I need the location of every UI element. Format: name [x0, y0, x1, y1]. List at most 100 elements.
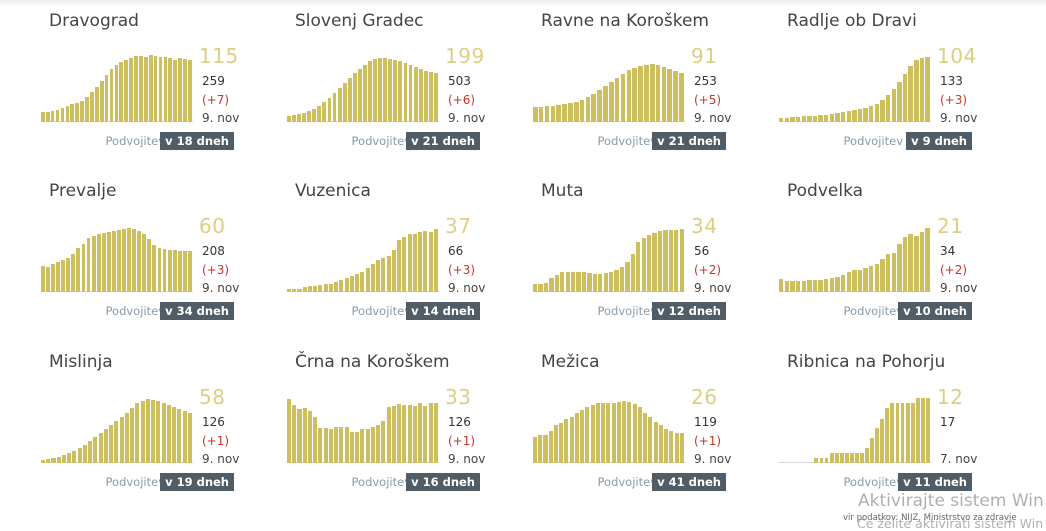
sparkline-bar	[597, 90, 602, 122]
sparkline-bar	[835, 277, 840, 292]
sparkline-bar	[801, 281, 806, 292]
sparkline-bar	[182, 411, 187, 463]
sparkline-bar	[818, 115, 823, 122]
sparkline-bar	[779, 279, 784, 292]
sparkline-bar	[885, 254, 891, 292]
sparkline-bar	[595, 403, 600, 463]
sparkline-bar	[332, 93, 337, 122]
doubling-label: Podvojitev	[843, 475, 903, 489]
sparkline-bar	[857, 270, 863, 292]
sparkline-bar	[619, 267, 625, 292]
sparkline-bar	[46, 459, 51, 463]
municipality-card: Dravograd 115 259 (+7) 9. nov Podvojitev v 18 …	[0, 0, 246, 170]
sparkline-bar	[824, 115, 829, 122]
sparkline-bar	[365, 429, 370, 463]
sparkline-bar	[339, 280, 344, 292]
municipality-card: Črna na Koroškem 33 126 (+1) 9. nov Podvojite…	[246, 341, 492, 511]
sparkline-bar	[339, 427, 344, 463]
sparkline-bar	[824, 279, 829, 292]
total-cases-count: 259	[202, 74, 225, 88]
sparkline-bar	[543, 283, 549, 292]
sparkline-bar	[855, 453, 859, 463]
sparkline-bar	[383, 58, 388, 122]
municipality-card: Radlje ob Dravi 104 133 (+3) 9. nov Podvojite…	[738, 0, 984, 170]
sparkline-bar	[187, 251, 192, 292]
doubling-label: Podvojitev	[105, 475, 165, 489]
sparkline-bar	[807, 116, 812, 122]
daily-change: (+3)	[940, 93, 968, 107]
sparkline-bar	[318, 428, 323, 463]
last-update-date: 9. nov	[940, 111, 978, 125]
sparkline-bar	[908, 66, 913, 122]
sparkline-bar	[328, 284, 333, 292]
sparkline-bar	[576, 272, 581, 292]
sparkline-bar	[183, 59, 187, 122]
sparkline-bar	[611, 403, 616, 463]
sparkline-bar	[910, 403, 915, 463]
municipality-card: Vuzenica 37 66 (+3) 9. nov Podvojitev v 14 dne…	[246, 170, 492, 340]
sparkline-bar	[72, 451, 77, 463]
doubling-time-badge: v 12 dneh	[652, 302, 726, 320]
sparkline-bar	[56, 457, 61, 463]
daily-change: (+3)	[202, 263, 230, 277]
last-update-date: 9. nov	[448, 452, 486, 466]
sparkline-bar	[327, 98, 332, 122]
sparkline-bar	[915, 398, 920, 463]
sparkline-bar	[188, 60, 192, 122]
sparkline-bar	[173, 60, 178, 122]
sparkline-bar	[834, 453, 839, 463]
sparkline-bar	[627, 402, 632, 463]
sparkline-chart	[287, 56, 439, 122]
sparkline-bar	[919, 232, 925, 292]
sparkline-bar	[914, 236, 919, 292]
sparkline-bar	[114, 65, 119, 122]
sparkline-bar	[412, 234, 417, 292]
sparkline-chart	[533, 56, 685, 122]
sparkline-bar	[574, 413, 579, 463]
sparkline-bar	[101, 233, 106, 292]
sparkline-bar	[317, 106, 322, 122]
sparkline-bar	[302, 113, 307, 122]
sparkline-bar	[571, 272, 576, 292]
sparkline-bar	[559, 423, 564, 463]
sparkline-bar	[870, 438, 875, 463]
sparkline-bar	[616, 402, 621, 463]
sparkline-bar	[846, 111, 851, 122]
sparkline-bar	[142, 234, 147, 292]
sparkline-chart	[779, 226, 931, 292]
sparkline-bar	[182, 251, 187, 292]
municipality-name: Dravograd	[49, 11, 139, 31]
sparkline-bar	[50, 111, 55, 122]
active-cases-count: 199	[445, 44, 485, 68]
municipality-name: Muta	[541, 181, 584, 201]
sparkline-bar	[795, 117, 801, 122]
sparkline-bar	[119, 62, 124, 122]
sparkline-bar	[562, 104, 567, 122]
municipality-name: Radlje ob Dravi	[787, 11, 917, 31]
sparkline-bar	[66, 258, 71, 292]
municipality-name: Mežica	[541, 352, 600, 372]
sparkline-bar	[603, 273, 608, 292]
sparkline-bar	[779, 118, 784, 122]
sparkline-bar	[880, 259, 885, 292]
sparkline-bar	[349, 432, 354, 463]
sparkline-bar	[381, 258, 386, 292]
sparkline-bar	[124, 413, 129, 463]
sparkline-bar	[109, 69, 114, 122]
sparkline-bar	[543, 435, 548, 463]
sparkline-bar	[71, 254, 76, 292]
sparkline-bar	[664, 429, 669, 463]
sparkline-bar	[135, 403, 140, 463]
sparkline-bar	[653, 422, 658, 463]
activation-watermark-sub: Če želite aktivirati sistem Win	[857, 516, 1044, 531]
sparkline-bar	[292, 115, 296, 122]
sparkline-bar	[641, 238, 646, 292]
sparkline-bar	[538, 435, 543, 463]
sparkline-bar	[318, 285, 323, 292]
sparkline-bar	[658, 425, 663, 463]
sparkline-bar	[620, 74, 626, 122]
sparkline-bar	[885, 95, 891, 122]
active-cases-count: 91	[691, 44, 718, 68]
sparkline-chart	[287, 226, 439, 292]
